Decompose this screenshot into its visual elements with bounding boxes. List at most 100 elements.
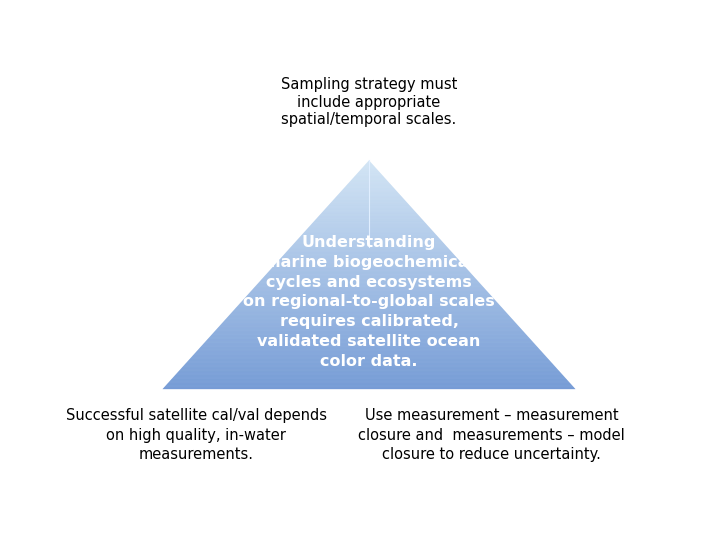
- Polygon shape: [212, 333, 526, 334]
- Polygon shape: [185, 364, 553, 365]
- Polygon shape: [300, 236, 438, 237]
- Polygon shape: [277, 261, 461, 262]
- Polygon shape: [251, 291, 487, 292]
- Polygon shape: [233, 311, 505, 312]
- Polygon shape: [323, 210, 415, 211]
- Polygon shape: [304, 232, 434, 233]
- Polygon shape: [223, 321, 515, 322]
- Polygon shape: [343, 188, 395, 189]
- Polygon shape: [265, 275, 473, 276]
- Polygon shape: [196, 352, 542, 353]
- Polygon shape: [273, 266, 465, 267]
- Polygon shape: [184, 364, 554, 365]
- Polygon shape: [266, 274, 472, 275]
- Polygon shape: [333, 199, 405, 200]
- Polygon shape: [201, 346, 537, 347]
- Polygon shape: [361, 169, 377, 170]
- Polygon shape: [262, 278, 476, 279]
- Polygon shape: [310, 225, 428, 226]
- Polygon shape: [292, 245, 446, 246]
- Polygon shape: [204, 342, 534, 343]
- Polygon shape: [367, 162, 371, 163]
- Polygon shape: [269, 271, 469, 272]
- Polygon shape: [322, 212, 416, 213]
- Polygon shape: [303, 233, 435, 234]
- Polygon shape: [276, 263, 462, 264]
- Polygon shape: [165, 386, 573, 387]
- Polygon shape: [302, 234, 436, 235]
- Polygon shape: [319, 215, 419, 216]
- Polygon shape: [272, 267, 466, 268]
- Polygon shape: [366, 163, 372, 164]
- Polygon shape: [248, 293, 490, 294]
- Polygon shape: [279, 259, 459, 260]
- Polygon shape: [260, 281, 478, 282]
- Polygon shape: [194, 353, 544, 354]
- Text: Sampling strategy must
include appropriate
spatial/temporal scales.: Sampling strategy must include appropria…: [281, 77, 457, 127]
- Polygon shape: [283, 255, 455, 256]
- Polygon shape: [323, 211, 415, 212]
- Polygon shape: [349, 181, 389, 182]
- Polygon shape: [235, 308, 503, 309]
- Polygon shape: [333, 200, 405, 201]
- Polygon shape: [215, 330, 523, 331]
- Polygon shape: [301, 235, 437, 236]
- Polygon shape: [351, 180, 387, 181]
- Polygon shape: [190, 358, 548, 359]
- Polygon shape: [205, 341, 533, 342]
- Polygon shape: [326, 207, 412, 208]
- Polygon shape: [192, 356, 546, 357]
- Polygon shape: [287, 251, 451, 252]
- Polygon shape: [298, 238, 440, 239]
- Polygon shape: [192, 355, 546, 356]
- Polygon shape: [305, 231, 433, 232]
- Polygon shape: [289, 248, 449, 249]
- Polygon shape: [325, 208, 413, 209]
- Polygon shape: [295, 241, 443, 242]
- Polygon shape: [220, 325, 518, 326]
- Polygon shape: [163, 387, 575, 388]
- Polygon shape: [278, 260, 460, 261]
- Polygon shape: [239, 304, 499, 305]
- Polygon shape: [282, 257, 456, 258]
- Polygon shape: [172, 378, 566, 379]
- Polygon shape: [255, 286, 483, 287]
- Polygon shape: [197, 350, 541, 351]
- Polygon shape: [190, 357, 548, 358]
- Polygon shape: [343, 189, 395, 190]
- Polygon shape: [329, 204, 409, 205]
- Polygon shape: [232, 312, 506, 313]
- Polygon shape: [288, 249, 450, 250]
- Polygon shape: [247, 295, 491, 296]
- Polygon shape: [163, 388, 575, 389]
- Polygon shape: [340, 192, 398, 193]
- Polygon shape: [212, 334, 526, 335]
- Polygon shape: [202, 345, 536, 346]
- Polygon shape: [293, 244, 445, 245]
- Polygon shape: [346, 186, 392, 187]
- Polygon shape: [312, 223, 426, 224]
- Polygon shape: [356, 174, 382, 175]
- Polygon shape: [354, 176, 384, 177]
- Polygon shape: [315, 219, 423, 220]
- Polygon shape: [311, 224, 427, 225]
- Polygon shape: [171, 379, 567, 380]
- Polygon shape: [361, 168, 377, 169]
- Polygon shape: [227, 317, 511, 318]
- Polygon shape: [313, 221, 425, 222]
- Polygon shape: [336, 196, 402, 197]
- Polygon shape: [341, 191, 397, 192]
- Polygon shape: [203, 344, 535, 345]
- Polygon shape: [282, 256, 456, 257]
- Polygon shape: [286, 252, 452, 253]
- Polygon shape: [349, 182, 389, 183]
- Polygon shape: [290, 247, 448, 248]
- Polygon shape: [274, 265, 464, 266]
- Polygon shape: [315, 220, 423, 221]
- Polygon shape: [248, 294, 490, 295]
- Polygon shape: [243, 299, 495, 300]
- Polygon shape: [186, 362, 552, 363]
- Polygon shape: [254, 287, 484, 288]
- Polygon shape: [179, 370, 559, 371]
- Polygon shape: [353, 178, 385, 179]
